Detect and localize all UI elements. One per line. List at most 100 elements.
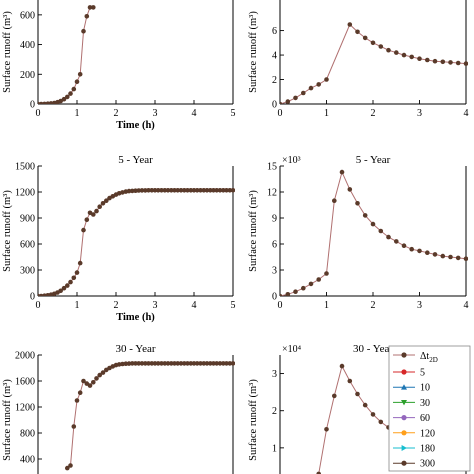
data-point [340,364,345,369]
y-tick-label: 600 [20,240,35,251]
x-tick-label: 1 [324,300,329,311]
x-tick-label: 0 [36,108,41,119]
data-point [88,383,93,388]
data-point [348,22,353,27]
data-point [231,188,236,193]
data-point [386,48,391,53]
y-axis-title: Surface runoff (m³) [2,11,13,93]
y-tick-label: 400 [20,455,35,466]
x-tick-label: 1 [324,108,329,119]
data-point [68,463,73,468]
x-tick-label: 0 [278,300,283,311]
legend: Δt2D 5103060120180300 [389,346,470,471]
data-point [417,249,422,254]
x-tick-label: 3 [153,108,158,119]
x-tick-label: 2 [114,300,119,311]
series-300 [36,5,96,106]
legend-marker-circle [401,461,406,466]
legend-label: 10 [420,383,430,394]
data-point [371,412,376,417]
data-point [464,256,469,261]
series-line [280,25,466,105]
data-point [363,36,368,41]
data-point [293,96,298,101]
data-point [278,102,283,107]
y-tick-label: 1 [272,443,277,454]
data-point [309,86,314,91]
data-point [348,187,353,192]
panel-title: 5 - Year [118,154,153,166]
y-tick-label: 3 [272,266,277,277]
y-tick-label: 15 [267,162,277,173]
data-point [91,212,96,217]
panel-mid-left: 0 1 2 3 4 5 0 300 600 900 1200 1500 Time (h) Surface … [2,154,236,323]
y-axis-title: Surface runoff (m³) [248,379,259,461]
data-point [293,289,298,294]
data-point [340,170,345,175]
data-point [371,222,376,227]
x-axis-title: Time (h) [116,120,155,131]
data-point [363,213,368,218]
data-point [355,201,360,206]
y-tick-label: 0 [272,100,277,111]
data-point [379,420,384,425]
y-tick-label: 0 [30,100,35,111]
data-point [417,56,422,61]
data-point [386,235,391,240]
data-point [301,286,306,291]
data-point [85,217,90,222]
x-tick-label: 1 [75,300,80,311]
data-point [278,294,283,299]
panel-title: 5 - Year [356,154,391,166]
data-point [78,261,83,266]
data-point [402,53,407,58]
x-tick-label: 4 [192,300,197,311]
data-point [65,283,70,288]
data-point [81,29,86,34]
data-point [394,50,399,55]
y-tick-label: 800 [20,429,35,440]
x-tick-label: 4 [464,108,469,119]
legend-label: 60 [420,413,430,424]
y-tick-label: 4 [272,51,277,62]
x-axis-title: Time (h) [116,312,155,323]
y-axis-title: Surface runoff (m³) [248,190,259,272]
data-point [448,255,453,260]
data-point [371,41,376,46]
data-point [332,394,337,399]
legend-title-main: Δt [420,351,429,362]
y-tick-label: 2 [272,406,277,417]
panel-title: 30 - Year [115,343,155,355]
data-point [324,427,329,432]
x-tick-label: 3 [417,108,422,119]
y-tick-label: 2 [272,75,277,86]
series-300 [278,170,469,299]
series-line [280,172,466,296]
x-tick-label: 2 [114,108,119,119]
y-tick-label: 12 [267,188,277,199]
y-tick-label: 200 [20,70,35,81]
data-point [68,280,73,285]
data-point [65,95,70,100]
data-point [231,361,236,366]
data-point [425,58,430,63]
data-point [286,292,291,297]
y-tick-label: 900 [20,214,35,225]
legend-marker-circle [401,430,406,435]
y-multiplier-label: ×10³ [282,155,301,166]
y-axis-title: Surface runoff (m³) [248,11,259,93]
data-point [324,77,329,82]
data-point [355,392,360,397]
series-line [67,363,233,468]
data-point [363,403,368,408]
x-tick-label: 4 [464,300,469,311]
legend-title-marker [401,352,406,357]
data-point [72,424,77,429]
x-tick-label: 3 [153,300,158,311]
data-point [301,91,306,96]
legend-title-sub: 2D [429,356,438,364]
y-tick-label: 1600 [15,377,35,388]
y-multiplier-label: ×10⁴ [282,344,302,355]
y-tick-label: 2000 [15,351,35,362]
series-300 [36,188,236,298]
